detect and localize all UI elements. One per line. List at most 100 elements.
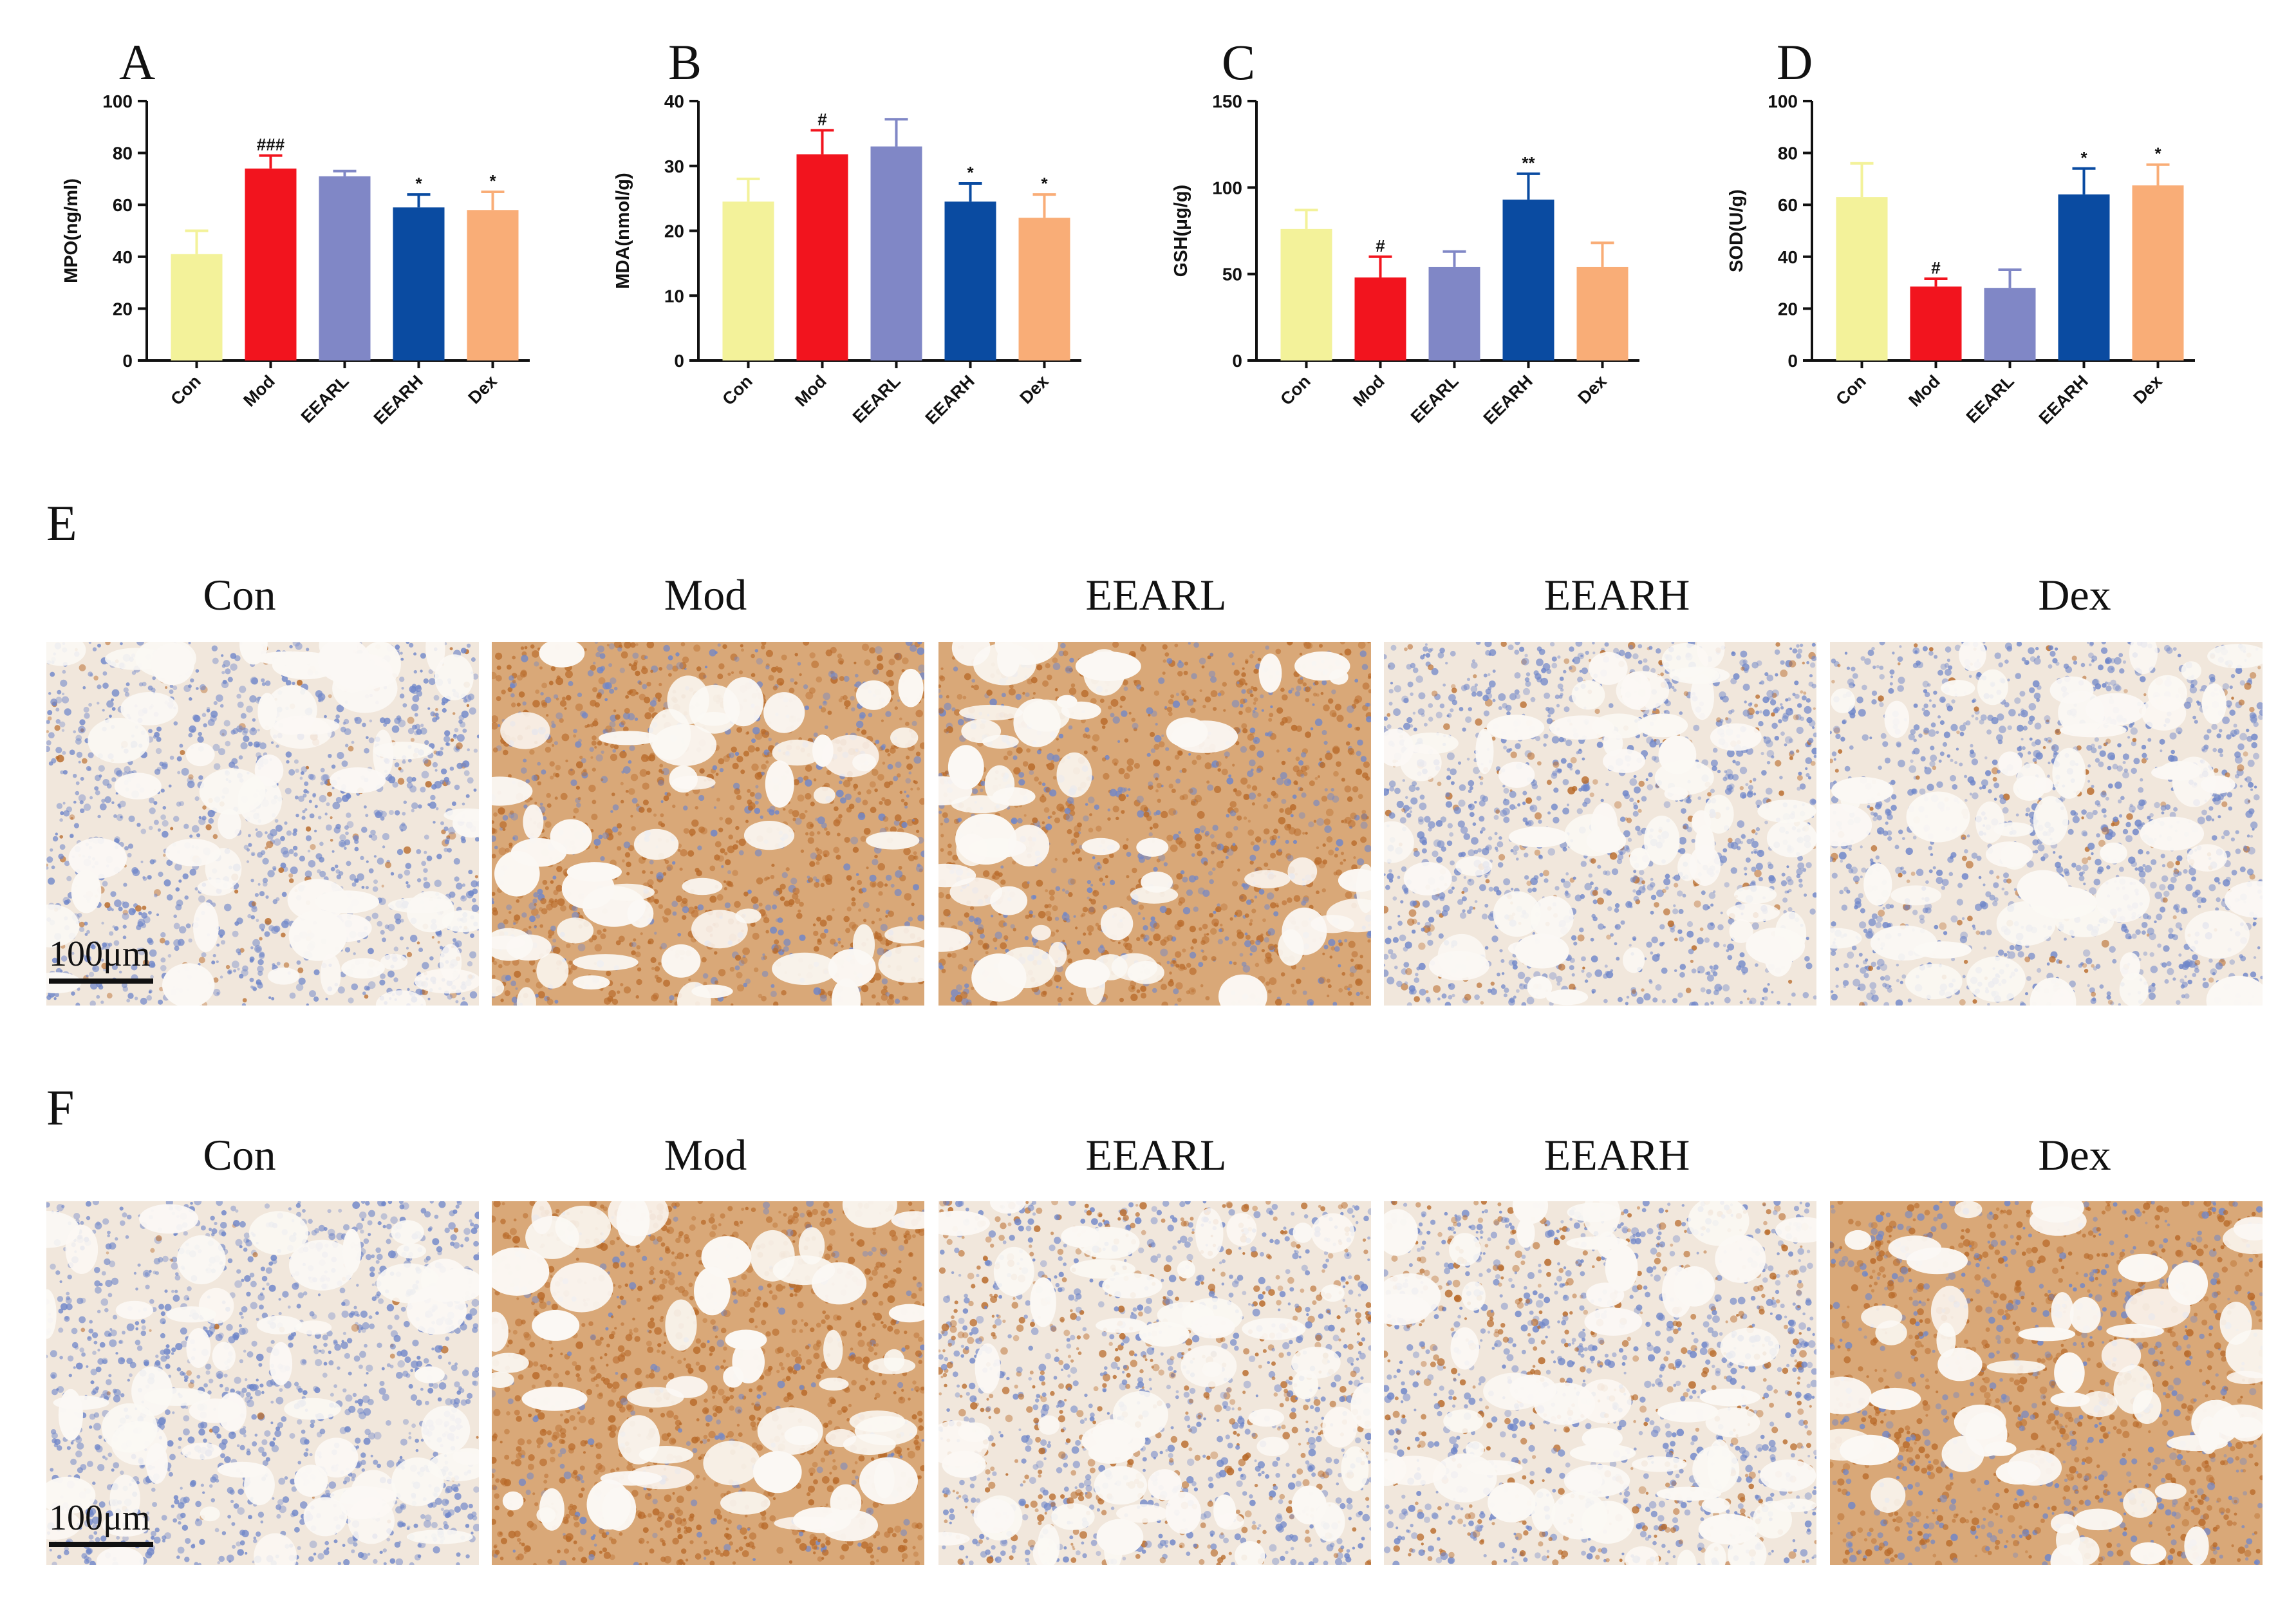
bar-dex: [1576, 267, 1629, 360]
row-f-title-con: Con: [203, 1130, 276, 1179]
micrograph-e-eearl: [938, 642, 1371, 1006]
x-tick-label: Mod: [239, 371, 278, 410]
micrograph-f-eearh: [1384, 1201, 1816, 1565]
bar-mod: [245, 168, 297, 360]
panel-letter-d: D: [1777, 34, 1813, 90]
x-tick-label: Dex: [2130, 371, 2166, 407]
x-tick-label: Con: [1276, 371, 1314, 409]
bar-eearl: [1984, 288, 2036, 360]
x-tick-label: EEARH: [1480, 371, 1536, 428]
bar-mod: [1910, 286, 1962, 360]
x-tick-label: Mod: [1349, 371, 1388, 410]
bar-eearh: [944, 201, 996, 360]
panel-letter-a: A: [119, 34, 156, 90]
significance-mark: #: [1931, 258, 1941, 277]
significance-mark: #: [817, 109, 827, 129]
y-tick-label: 150: [1212, 91, 1242, 111]
y-tick-label: 10: [664, 286, 684, 306]
y-tick-label: 100: [102, 91, 133, 111]
tissue-texture: [938, 1201, 1371, 1565]
x-tick-label: EEARH: [2035, 371, 2092, 428]
row-e-title-eearl: EEARL: [1085, 570, 1227, 619]
tissue-texture: [1384, 1201, 1816, 1565]
micrograph-f-con: [46, 1201, 479, 1565]
x-tick-label: EEARH: [370, 371, 427, 428]
x-tick-label: EEARH: [922, 371, 978, 428]
bar-dex: [2132, 185, 2184, 360]
y-tick-label: 40: [113, 247, 133, 267]
significance-mark: ###: [257, 135, 285, 154]
x-tick-label: Dex: [465, 371, 501, 407]
y-axis-label: SOD(U/g): [1726, 189, 1747, 272]
y-tick-label: 40: [664, 91, 684, 111]
chart-d: 0 20 40 60 80 100 SOD(U/g) Con Mod # EEARL EEARH * De…: [1726, 91, 2195, 428]
panel-letter-b: B: [668, 34, 702, 90]
scalebar-label-e: 100μm: [49, 934, 151, 974]
tissue-texture: [46, 642, 479, 1006]
micrograph-f-dex: [1830, 1201, 2263, 1565]
y-tick-label: 20: [664, 221, 684, 241]
x-tick-label: Con: [1832, 371, 1869, 409]
tissue-texture: [938, 642, 1371, 1006]
y-tick-label: 20: [113, 299, 133, 319]
x-tick-label: EEARL: [849, 371, 904, 427]
micrograph-e-dex: [1830, 642, 2263, 1006]
significance-mark: #: [1376, 236, 1385, 256]
scalebar-label-f: 100μm: [49, 1498, 151, 1538]
chart-b: 0 10 20 30 40 MDA(nmol/g) Con Mod # EEARL EEARH * De…: [613, 91, 1081, 428]
y-tick-label: 80: [113, 144, 133, 164]
x-tick-label: EEARL: [1963, 371, 2018, 427]
micrograph-e-eearh: [1384, 642, 1816, 1006]
y-tick-label: 30: [664, 156, 684, 176]
significance-mark: *: [2080, 148, 2087, 167]
bar-eearl: [1428, 267, 1480, 360]
y-tick-label: 100: [1768, 91, 1798, 111]
y-tick-label: 40: [1778, 247, 1798, 267]
bar-eearl: [870, 146, 922, 360]
row-e-title-eearh: EEARH: [1544, 570, 1690, 619]
y-axis-label: MDA(nmol/g): [613, 173, 633, 288]
bar-dex: [467, 210, 519, 360]
significance-mark: *: [415, 174, 422, 193]
bar-eearl: [319, 176, 371, 360]
row-f-title-eearh: EEARH: [1544, 1130, 1690, 1179]
row-f-title-eearl: EEARL: [1085, 1130, 1227, 1179]
y-tick-label: 60: [1778, 195, 1798, 215]
y-tick-label: 50: [1222, 265, 1242, 285]
y-axis-label: GSH(μg/g): [1171, 185, 1191, 277]
x-tick-label: EEARL: [297, 371, 353, 427]
micrograph-e-con: [46, 642, 479, 1006]
micrograph-f-eearl: [938, 1201, 1371, 1565]
scalebar-f: [49, 1542, 153, 1547]
micrograph-f-mod: [492, 1201, 924, 1565]
y-tick-label: 100: [1212, 178, 1242, 198]
bar-mod: [1354, 277, 1406, 360]
significance-mark: *: [489, 171, 496, 191]
tissue-texture: [46, 1201, 479, 1565]
bar-con: [722, 201, 774, 360]
y-tick-label: 20: [1778, 299, 1798, 319]
bar-con: [171, 254, 223, 360]
bar-con: [1836, 197, 1888, 360]
row-f-title-mod: Mod: [664, 1130, 747, 1179]
row-e-title-mod: Mod: [664, 570, 747, 619]
tissue-texture: [1830, 642, 2263, 1006]
x-tick-label: Mod: [791, 371, 830, 410]
significance-mark: *: [2154, 144, 2161, 164]
bar-con: [1280, 229, 1332, 360]
y-axis-label: MPO(ng/ml): [61, 178, 82, 283]
micrograph-e-mod: [492, 642, 924, 1006]
y-tick-label: 0: [674, 351, 684, 371]
x-tick-label: Con: [167, 371, 204, 409]
chart-c: 0 50 100 150 GSH(μg/g) Con Mod # EEARL EEARH ** Dex: [1171, 91, 1639, 428]
y-tick-label: 0: [122, 351, 133, 371]
panel-letter-c: C: [1222, 34, 1256, 90]
tissue-texture: [492, 642, 924, 1006]
x-tick-label: EEARL: [1407, 371, 1462, 427]
significance-mark: *: [967, 163, 974, 182]
panel-letter-f: F: [46, 1080, 75, 1136]
x-tick-label: Con: [718, 371, 756, 409]
bar-eearh: [1502, 200, 1554, 360]
